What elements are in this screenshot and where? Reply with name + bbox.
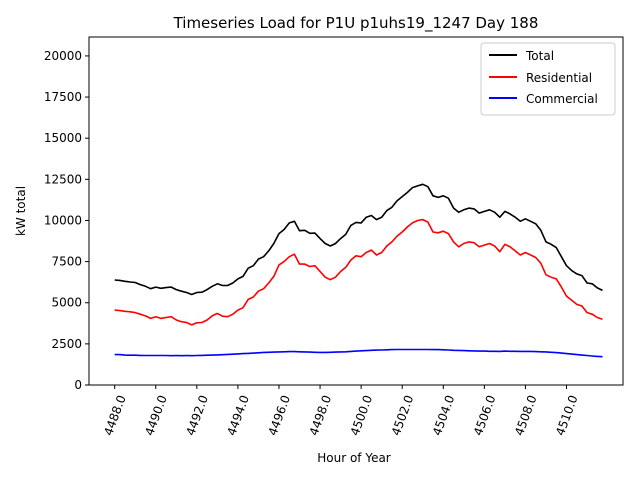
- legend-label-residential: Residential: [526, 71, 592, 85]
- y-tick-label: 15000: [44, 131, 82, 145]
- legend-label-commercial: Commercial: [526, 92, 598, 106]
- y-tick-label: 2500: [51, 337, 82, 351]
- y-tick-label: 20000: [44, 49, 82, 63]
- y-axis-label: kW total: [14, 186, 28, 236]
- plot-frame: [88, 36, 624, 386]
- y-tick-label: 17500: [44, 90, 82, 104]
- y-tick-label: 7500: [51, 255, 82, 269]
- chart-title: Timeseries Load for P1U p1uhs19_1247 Day…: [173, 14, 539, 33]
- plot-lines: [114, 183, 603, 358]
- series-line-total: [114, 183, 603, 296]
- y-tick-label: 5000: [51, 296, 82, 310]
- legend: Total Residential Commercial: [480, 42, 616, 116]
- series-line-commercial: [114, 348, 603, 358]
- series-line-residential: [114, 218, 603, 326]
- y-tick-label: 10000: [44, 213, 82, 227]
- legend-label-total: Total: [525, 49, 554, 63]
- x-axis-label: Hour of Year: [317, 451, 391, 465]
- y-tick-label: 12500: [44, 172, 82, 186]
- y-tick-label: 0: [74, 378, 82, 392]
